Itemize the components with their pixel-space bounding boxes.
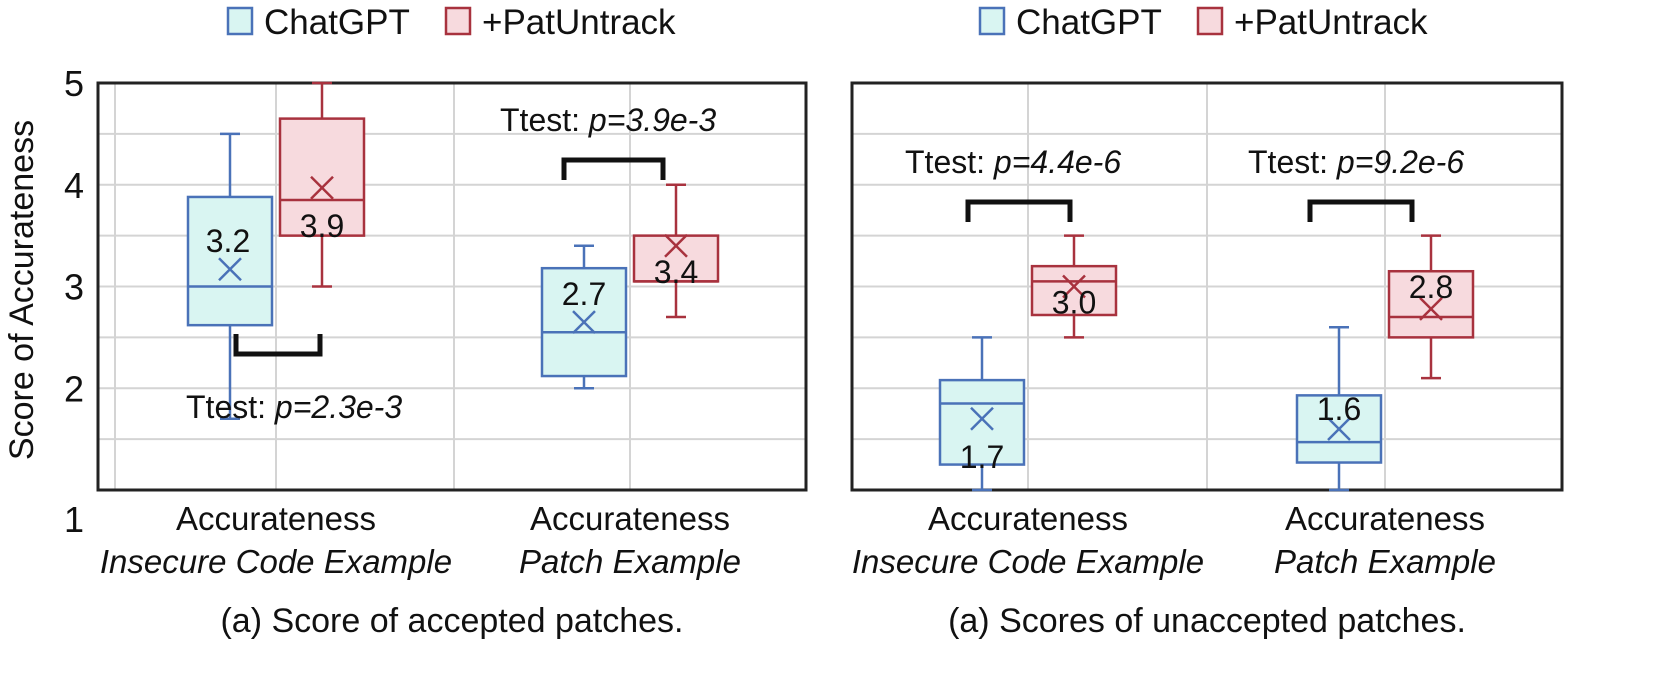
category-sublabel: Patch Example (1274, 543, 1496, 580)
legend: ChatGPT +PatUntrack (226, 3, 676, 42)
box-patuntrack-1: 3.4 (632, 183, 720, 319)
y-tick-label: 4 (64, 165, 84, 206)
data-label: 1.6 (1317, 391, 1361, 427)
ttest-prefix: Ttest: (1248, 144, 1337, 180)
significance-bracket (561, 157, 666, 180)
box-iqr (632, 234, 720, 283)
ttest-label: Ttest: p=4.4e-6 (905, 144, 1121, 180)
data-label: 1.7 (960, 439, 1004, 475)
panel-unaccepted: ChatGPT +PatUntrack 1.7 1.6 3.0 2.8 Ttest: p=4… (850, 3, 1564, 640)
mean-marker-stroke (1062, 274, 1086, 299)
ttest-annotation-0: Ttest: p=2.3e-3 (186, 334, 402, 425)
data-label: 3.2 (206, 223, 250, 259)
legend-label-0: ChatGPT (1016, 3, 1162, 42)
legend-swatch-0 (978, 6, 1006, 36)
mean-marker (1327, 417, 1351, 441)
y-tick-label: 5 (64, 63, 84, 104)
panel-caption: (a) Score of accepted patches. (220, 602, 683, 640)
mean-marker (218, 257, 242, 282)
ttest-annotation-0: Ttest: p=4.4e-6 (905, 144, 1121, 222)
plot-frame (850, 81, 1564, 492)
mean-marker (1419, 297, 1443, 321)
ttest-prefix: Ttest: (500, 102, 589, 138)
data-label: 2.7 (562, 276, 606, 312)
box-patuntrack-0: 3.0 (1030, 234, 1118, 339)
legend-swatch-1 (1196, 6, 1224, 36)
y-tick-label: 3 (64, 267, 84, 308)
category-sublabel: Insecure Code Example (852, 543, 1204, 580)
box-iqr (1387, 269, 1475, 339)
mean-marker-stroke (572, 310, 596, 334)
box-chatgpt-1: 2.7 (540, 244, 628, 390)
legend-swatch-1 (444, 6, 472, 36)
data-label: 3.9 (300, 208, 344, 244)
significance-bracket (965, 199, 1073, 222)
mean-marker (970, 406, 994, 431)
ttest-label: Ttest: p=3.9e-3 (500, 102, 716, 138)
ttest-p-value: p=2.3e-3 (274, 389, 402, 425)
data-label: 2.8 (1409, 269, 1453, 305)
mean-marker-stroke (310, 175, 334, 200)
y-tick-label: 1 (64, 499, 84, 540)
mean-marker-stroke (1327, 417, 1351, 441)
category-label: Accurateness (176, 500, 376, 537)
panel-accepted: 1 2 3 4 5 ChatGPT +PatUntrack 3.2 2.7 3.9 3.4 Ttest… (64, 3, 808, 640)
data-label: 3.0 (1052, 285, 1096, 321)
box-iqr (186, 195, 274, 327)
category-label: Accurateness (928, 500, 1128, 537)
ttest-label: Ttest: p=9.2e-6 (1248, 144, 1464, 180)
ttest-p-value: p=3.9e-3 (588, 102, 716, 138)
y-axis-label: Score of Accurateness (3, 120, 41, 460)
box-patuntrack-1: 2.8 (1387, 234, 1475, 380)
mean-marker-stroke (970, 406, 994, 431)
data-label: 3.4 (654, 254, 698, 290)
mean-marker-stroke (218, 257, 242, 282)
box-patuntrack-0: 3.9 (278, 81, 366, 288)
significance-bracket (233, 334, 323, 357)
legend-label-1: +PatUntrack (1234, 3, 1428, 42)
mean-marker-stroke (664, 233, 688, 258)
ttest-annotation-1: Ttest: p=3.9e-3 (500, 102, 716, 180)
legend-swatch-0 (226, 6, 254, 36)
plot-frame (96, 81, 808, 492)
ttest-prefix: Ttest: (905, 144, 994, 180)
mean-marker (1062, 274, 1086, 299)
mean-marker (664, 233, 688, 258)
category-label: Accurateness (1285, 500, 1485, 537)
mean-marker-stroke (1419, 297, 1443, 321)
box-chatgpt-0: 3.2 (186, 132, 274, 421)
significance-bracket (1307, 199, 1415, 222)
ttest-p-value: p=4.4e-6 (993, 144, 1121, 180)
legend-label-1: +PatUntrack (482, 3, 676, 42)
box-iqr (278, 117, 366, 237)
panel-caption: (a) Scores of unaccepted patches. (948, 602, 1466, 640)
mean-marker (572, 310, 596, 334)
category-sublabel: Insecure Code Example (100, 543, 452, 580)
box-chatgpt-1: 1.6 (1295, 325, 1383, 492)
mean-marker (310, 175, 334, 200)
box-chatgpt-0: 1.7 (938, 336, 1026, 492)
legend-label-0: ChatGPT (264, 3, 410, 42)
box-iqr (938, 378, 1026, 466)
category-sublabel: Patch Example (519, 543, 741, 580)
ttest-prefix: Ttest: (186, 389, 275, 425)
category-label: Accurateness (530, 500, 730, 537)
y-tick-label: 2 (64, 368, 84, 409)
box-iqr (1030, 264, 1118, 317)
ttest-p-value: p=9.2e-6 (1336, 144, 1464, 180)
ttest-label: Ttest: p=2.3e-3 (186, 389, 402, 425)
ttest-annotation-1: Ttest: p=9.2e-6 (1248, 144, 1464, 222)
legend: ChatGPT +PatUntrack (978, 3, 1428, 42)
